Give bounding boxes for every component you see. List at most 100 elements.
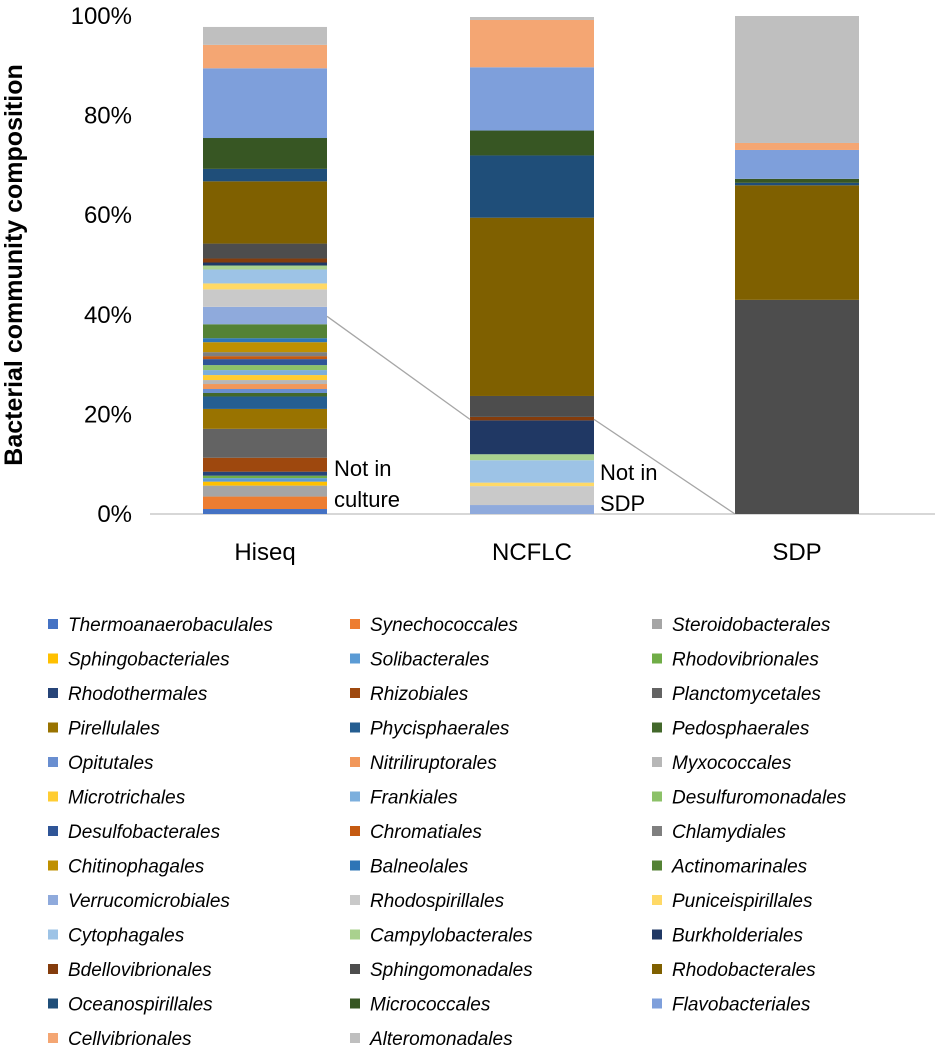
legend-swatch-actinomarinales <box>652 860 662 871</box>
legend-swatch-myxococcales <box>652 757 662 767</box>
legend-label-rhodobacterales: Rhodobacterales <box>672 960 816 981</box>
legend-label-chromatiales: Chromatiales <box>370 822 482 843</box>
legend-label-flavobacteriales: Flavobacteriales <box>672 995 811 1016</box>
bar-segment-ncflc-oceanospirillales <box>470 155 594 218</box>
legend-swatch-sphingomonadales <box>350 964 360 974</box>
legend-swatch-campylobacterales <box>350 929 360 940</box>
y-tick-label-20: 20% <box>84 401 132 428</box>
legend-label-planctomycetales: Planctomycetales <box>672 684 821 705</box>
bar-segment-hiseq-myxococcales <box>203 380 327 385</box>
legend-swatch-oceanospirillales <box>48 998 58 1009</box>
legend-swatch-sphingobacteriales <box>48 653 58 664</box>
bar-segment-hiseq-campylobacterales <box>203 265 327 270</box>
bar-segment-hiseq-opitutales <box>203 389 327 393</box>
category-label-sdp: SDP <box>772 539 821 566</box>
legend-swatch-cellvibrionales <box>48 1033 58 1043</box>
legend-swatch-desulfobacterales <box>48 826 58 836</box>
annotation-ncflc-line-2: SDP <box>600 491 645 516</box>
legend-swatch-solibacterales <box>350 653 360 664</box>
bar-segment-hiseq-pedosphaerales <box>203 392 327 397</box>
bar-segment-hiseq-cellvibrionales <box>203 44 327 69</box>
legend-swatch-desulfuromonadales <box>652 791 662 802</box>
legend-label-burkholderiales: Burkholderiales <box>672 926 803 947</box>
bar-segment-hiseq-chlamydiales <box>203 352 327 357</box>
bar-segment-sdp-rhodobacterales <box>735 185 859 300</box>
legend-swatch-balneolales <box>350 860 360 871</box>
category-label-hiseq: Hiseq <box>234 539 295 566</box>
y-tick-label-80: 80% <box>84 103 132 130</box>
legend-label-thermoanaerobaculales: Thermoanaerobaculales <box>68 615 273 636</box>
bar-segment-hiseq-planctomycetales <box>203 428 327 458</box>
legend-swatch-rhodothermales <box>48 688 58 698</box>
legend-swatch-verrucomicrobiales <box>48 895 58 905</box>
legend-swatch-alteromonadales <box>350 1033 360 1043</box>
legend-label-balneolales: Balneolales <box>370 857 469 878</box>
legend-label-sphingomonadales: Sphingomonadales <box>370 960 533 981</box>
bar-segment-hiseq-micrococcales <box>203 138 327 169</box>
bar-segment-sdp-oceanospirillales <box>735 182 859 186</box>
legend-swatch-rhodovibrionales <box>652 653 662 664</box>
y-tick-label-40: 40% <box>84 302 132 329</box>
legend-label-actinomarinales: Actinomarinales <box>671 857 808 878</box>
legend-swatch-pedosphaerales <box>652 722 662 733</box>
legend-swatch-puniceispirillales <box>652 895 662 905</box>
bar-segment-hiseq-sphingobacteriales <box>203 481 327 486</box>
bar-segment-hiseq-oceanospirillales <box>203 168 327 182</box>
bar-segment-hiseq-rhodovibrionales <box>203 475 327 479</box>
legend-swatch-chitinophagales <box>48 860 58 871</box>
bar-segment-hiseq-actinomarinales <box>203 324 327 339</box>
bar-segment-hiseq-puniceispirillales <box>203 283 327 290</box>
bar-segment-sdp-sphingomonadales <box>735 299 859 514</box>
bar-segment-hiseq-rhizobiales <box>203 457 327 472</box>
bar-segment-hiseq-sphingomonadales <box>203 243 327 259</box>
bar-segment-ncflc-rhodospirillales <box>470 486 594 506</box>
legend-label-solibacterales: Solibacterales <box>370 650 490 671</box>
bar-segment-hiseq-burkholderiales <box>203 262 327 266</box>
connector-line-2 <box>593 418 736 515</box>
legend-label-campylobacterales: Campylobacterales <box>370 926 533 947</box>
bar-segment-hiseq-rhodospirillales <box>203 289 327 307</box>
legend-label-pedosphaerales: Pedosphaerales <box>672 719 810 740</box>
legend-swatch-thermoanaerobaculales <box>48 619 58 629</box>
bar-segment-ncflc-alteromonadales <box>470 16 594 20</box>
legend-swatch-planctomycetales <box>652 688 662 698</box>
legend-swatch-microtrichales <box>48 791 58 802</box>
bar-segment-hiseq-verrucomicrobiales <box>203 306 327 325</box>
legend-label-rhizobiales: Rhizobiales <box>370 684 469 705</box>
bar-segment-hiseq-synechococcales <box>203 496 327 510</box>
legend-label-desulfuromonadales: Desulfuromonadales <box>672 788 847 809</box>
annotation-hiseq-line-2: culture <box>334 487 400 512</box>
plot-area: 0% 20% 40% 60% 80% 100% Bacterial community co… <box>0 3 935 566</box>
legend-label-alteromonadales: Alteromonadales <box>369 1029 513 1050</box>
bar-segment-hiseq-balneolales <box>203 338 327 343</box>
legend-label-micrococcales: Micrococcales <box>370 995 491 1016</box>
legend-swatch-pirellulales <box>48 722 58 733</box>
bar-segment-hiseq-pirellulales <box>203 408 327 429</box>
bar-segment-hiseq-rhodobacterales <box>203 181 327 244</box>
legend-label-puniceispirillales: Puniceispirillales <box>672 891 813 912</box>
bar-segment-ncflc-bdellovibrionales <box>470 416 594 421</box>
bar-segment-ncflc-rhodobacterales <box>470 217 594 396</box>
bar-segment-hiseq-flavobacteriales <box>203 68 327 139</box>
bar-segment-ncflc-micrococcales <box>470 130 594 156</box>
legend-swatch-phycisphaerales <box>350 722 360 733</box>
legend-label-chitinophagales: Chitinophagales <box>68 857 205 878</box>
bar-segment-hiseq-chitinophagales <box>203 342 327 353</box>
legend-swatch-rhodospirillales <box>350 895 360 905</box>
legend-label-microtrichales: Microtrichales <box>68 788 186 809</box>
legend-swatch-nitriliruptorales <box>350 757 360 767</box>
legend-swatch-flavobacteriales <box>652 998 662 1009</box>
bar-segment-hiseq-nitriliruptorales <box>203 384 327 390</box>
y-tick-label-60: 60% <box>84 202 132 229</box>
bar-segment-ncflc-cytophagales <box>470 460 594 483</box>
legend-swatch-rhizobiales <box>350 688 360 698</box>
legend-swatch-frankiales <box>350 791 360 802</box>
bar-segment-ncflc-burkholderiales <box>470 420 594 455</box>
annotation-hiseq-line-1: Not in <box>334 456 391 481</box>
legend-label-verrucomicrobiales: Verrucomicrobiales <box>68 891 230 912</box>
legend-label-nitriliruptorales: Nitriliruptorales <box>370 753 497 774</box>
y-tick-label-100: 100% <box>71 3 132 30</box>
bar-segment-hiseq-desulfobacterales <box>203 359 327 366</box>
legend-label-desulfobacterales: Desulfobacterales <box>68 822 221 843</box>
